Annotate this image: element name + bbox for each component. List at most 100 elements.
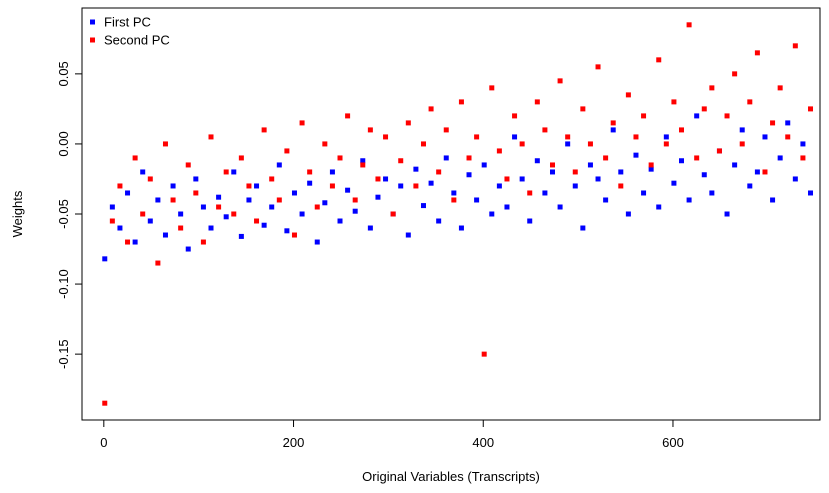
- point: [519, 176, 525, 182]
- point: [200, 239, 206, 245]
- point: [489, 211, 495, 217]
- point: [808, 106, 814, 112]
- point: [428, 106, 434, 112]
- point: [694, 155, 700, 161]
- point: [238, 233, 244, 239]
- point: [132, 239, 138, 245]
- point: [663, 141, 669, 147]
- point: [557, 78, 563, 84]
- point: [178, 225, 184, 231]
- point: [405, 120, 411, 126]
- point: [443, 127, 449, 133]
- point: [481, 162, 487, 168]
- point: [770, 120, 776, 126]
- point: [231, 169, 237, 175]
- point: [625, 92, 631, 98]
- point: [595, 176, 601, 182]
- y-tick-label: -0.15: [56, 339, 71, 369]
- point: [375, 176, 381, 182]
- point: [549, 169, 555, 175]
- point: [223, 169, 229, 175]
- point: [618, 169, 624, 175]
- point: [367, 225, 373, 231]
- point: [276, 197, 282, 203]
- point: [436, 218, 442, 224]
- point: [102, 256, 108, 262]
- point: [178, 211, 184, 217]
- point: [633, 152, 639, 158]
- point: [686, 197, 692, 203]
- point: [648, 162, 654, 168]
- point: [360, 162, 366, 168]
- point: [223, 214, 229, 220]
- point: [770, 197, 776, 203]
- point: [451, 190, 457, 196]
- point: [420, 203, 426, 209]
- point: [686, 22, 692, 28]
- point: [109, 218, 115, 224]
- point: [474, 134, 480, 140]
- point: [572, 183, 578, 189]
- point: [739, 127, 745, 133]
- point: [102, 400, 108, 406]
- point: [458, 99, 464, 105]
- point: [762, 134, 768, 140]
- point: [291, 190, 297, 196]
- point: [420, 141, 426, 147]
- point: [360, 158, 366, 164]
- x-axis-label: Original Variables (Transcripts): [362, 469, 540, 484]
- point: [481, 351, 487, 357]
- point: [155, 197, 161, 203]
- point: [345, 113, 351, 119]
- point: [109, 204, 115, 210]
- point: [140, 169, 146, 175]
- point: [777, 85, 783, 91]
- point: [147, 218, 153, 224]
- point: [231, 211, 237, 217]
- point: [390, 211, 396, 217]
- point: [610, 120, 616, 126]
- point: [254, 218, 260, 224]
- point: [246, 183, 252, 189]
- point: [398, 183, 404, 189]
- point: [269, 176, 275, 182]
- point: [345, 187, 351, 193]
- point: [504, 204, 510, 210]
- point: [549, 162, 555, 168]
- point: [762, 169, 768, 175]
- point: [625, 211, 631, 217]
- point: [125, 239, 131, 245]
- y-tick-label: 0.00: [56, 131, 71, 156]
- point: [671, 180, 677, 186]
- legend-label: First PC: [104, 15, 151, 30]
- point: [785, 120, 791, 126]
- point: [587, 141, 593, 147]
- point: [291, 232, 297, 238]
- point: [352, 197, 358, 203]
- y-tick-label: -0.05: [56, 199, 71, 229]
- point: [527, 218, 533, 224]
- point: [451, 197, 457, 203]
- point: [496, 183, 502, 189]
- point: [754, 50, 760, 56]
- point: [383, 134, 389, 140]
- point: [519, 141, 525, 147]
- point: [800, 141, 806, 147]
- point: [200, 204, 206, 210]
- point: [777, 155, 783, 161]
- point: [155, 260, 161, 266]
- point: [276, 162, 282, 168]
- point: [800, 155, 806, 161]
- point: [307, 180, 313, 186]
- point: [269, 204, 275, 210]
- point: [663, 134, 669, 140]
- point: [504, 176, 510, 182]
- point: [557, 204, 563, 210]
- point: [565, 141, 571, 147]
- point: [428, 180, 434, 186]
- point: [436, 169, 442, 175]
- point: [208, 225, 214, 231]
- point: [709, 190, 715, 196]
- point: [747, 183, 753, 189]
- point: [314, 239, 320, 245]
